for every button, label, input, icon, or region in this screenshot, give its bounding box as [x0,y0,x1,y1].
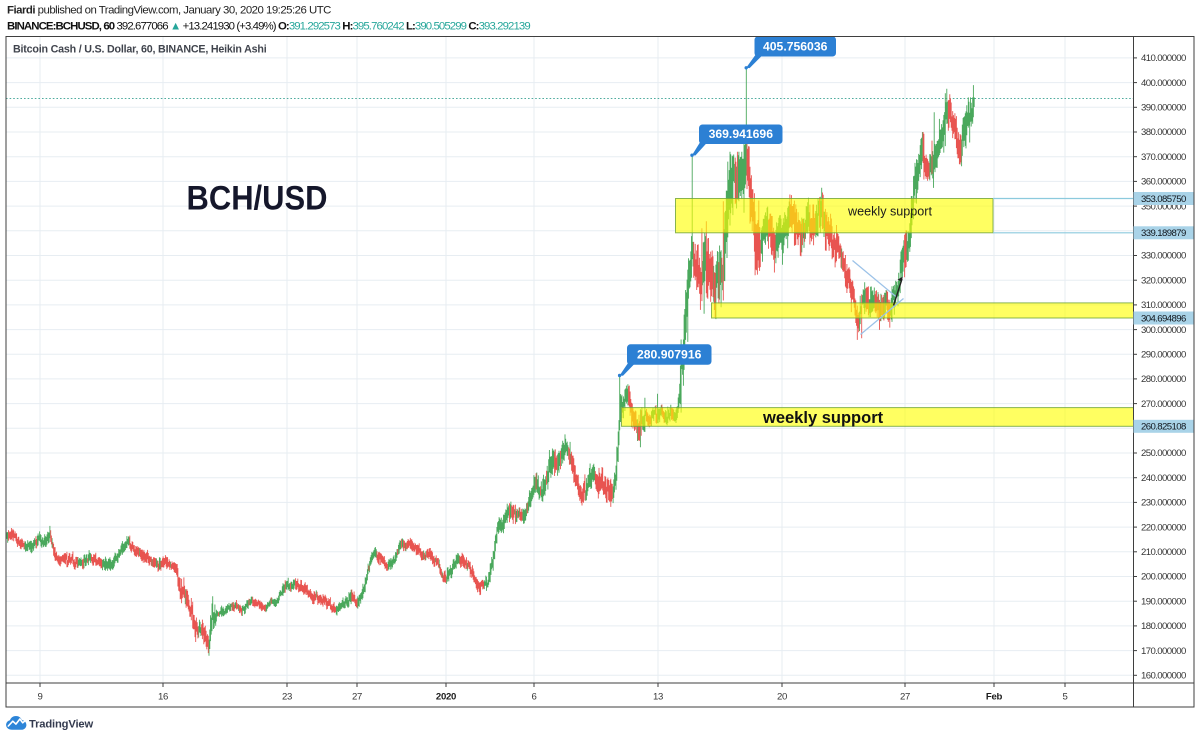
svg-text:TradingView: TradingView [29,719,93,731]
svg-text:210.000000: 210.000000 [1141,547,1186,558]
svg-text:2020: 2020 [436,692,456,703]
svg-text:160.000000: 160.000000 [1141,671,1186,682]
svg-text:280.000000: 280.000000 [1141,374,1186,385]
svg-text:16: 16 [158,692,168,703]
svg-text:230.000000: 230.000000 [1141,498,1186,509]
svg-text:6: 6 [531,692,536,703]
svg-text:310.000000: 310.000000 [1141,300,1186,311]
svg-text:27: 27 [352,692,362,703]
svg-text:170.000000: 170.000000 [1141,646,1186,657]
svg-text:5: 5 [1062,692,1067,703]
svg-text:260.825108: 260.825108 [1141,422,1186,433]
svg-text:Fiardi published on TradingVie: Fiardi published on TradingView.com, Jan… [7,5,331,17]
svg-text:300.000000: 300.000000 [1141,325,1186,336]
svg-text:190.000000: 190.000000 [1141,596,1186,607]
svg-text:20: 20 [777,692,787,703]
svg-text:240.000000: 240.000000 [1141,473,1186,484]
svg-text:BCH/USD: BCH/USD [187,180,328,218]
svg-text:390.000000: 390.000000 [1141,103,1186,114]
svg-text:Feb: Feb [986,692,1003,703]
svg-text:weekly support: weekly support [847,205,933,219]
svg-text:180.000000: 180.000000 [1141,621,1186,632]
svg-text:304.694896: 304.694896 [1141,313,1186,324]
svg-text:280.907916: 280.907916 [637,348,702,362]
svg-text:353.085750: 353.085750 [1141,194,1186,205]
svg-text:369.941696: 369.941696 [709,127,774,141]
svg-text:220.000000: 220.000000 [1141,522,1186,533]
svg-text:weekly support: weekly support [762,409,884,427]
svg-text:330.000000: 330.000000 [1141,251,1186,262]
svg-text:400.000000: 400.000000 [1141,78,1186,89]
svg-text:405.756036: 405.756036 [763,39,828,53]
svg-text:360.000000: 360.000000 [1141,177,1186,188]
svg-text:270.000000: 270.000000 [1141,399,1186,410]
svg-text:290.000000: 290.000000 [1141,350,1186,361]
svg-text:Bitcoin Cash / U.S. Dollar, 60: Bitcoin Cash / U.S. Dollar, 60, BINANCE,… [13,44,267,56]
svg-text:27: 27 [900,692,910,703]
svg-text:380.000000: 380.000000 [1141,127,1186,138]
svg-text:320.000000: 320.000000 [1141,275,1186,286]
svg-text:250.000000: 250.000000 [1141,448,1186,459]
svg-text:13: 13 [653,692,663,703]
svg-text:9: 9 [37,692,42,703]
svg-text:BINANCE:BCHUSD, 60 392.677066: BINANCE:BCHUSD, 60 392.677066 ▲ +13.2419… [7,21,530,33]
svg-text:339.189879: 339.189879 [1141,228,1186,239]
svg-text:350.000000: 350.000000 [1141,201,1186,212]
svg-text:200.000000: 200.000000 [1141,572,1186,583]
svg-text:23: 23 [282,692,292,703]
svg-text:410.000000: 410.000000 [1141,53,1186,64]
svg-text:370.000000: 370.000000 [1141,152,1186,163]
